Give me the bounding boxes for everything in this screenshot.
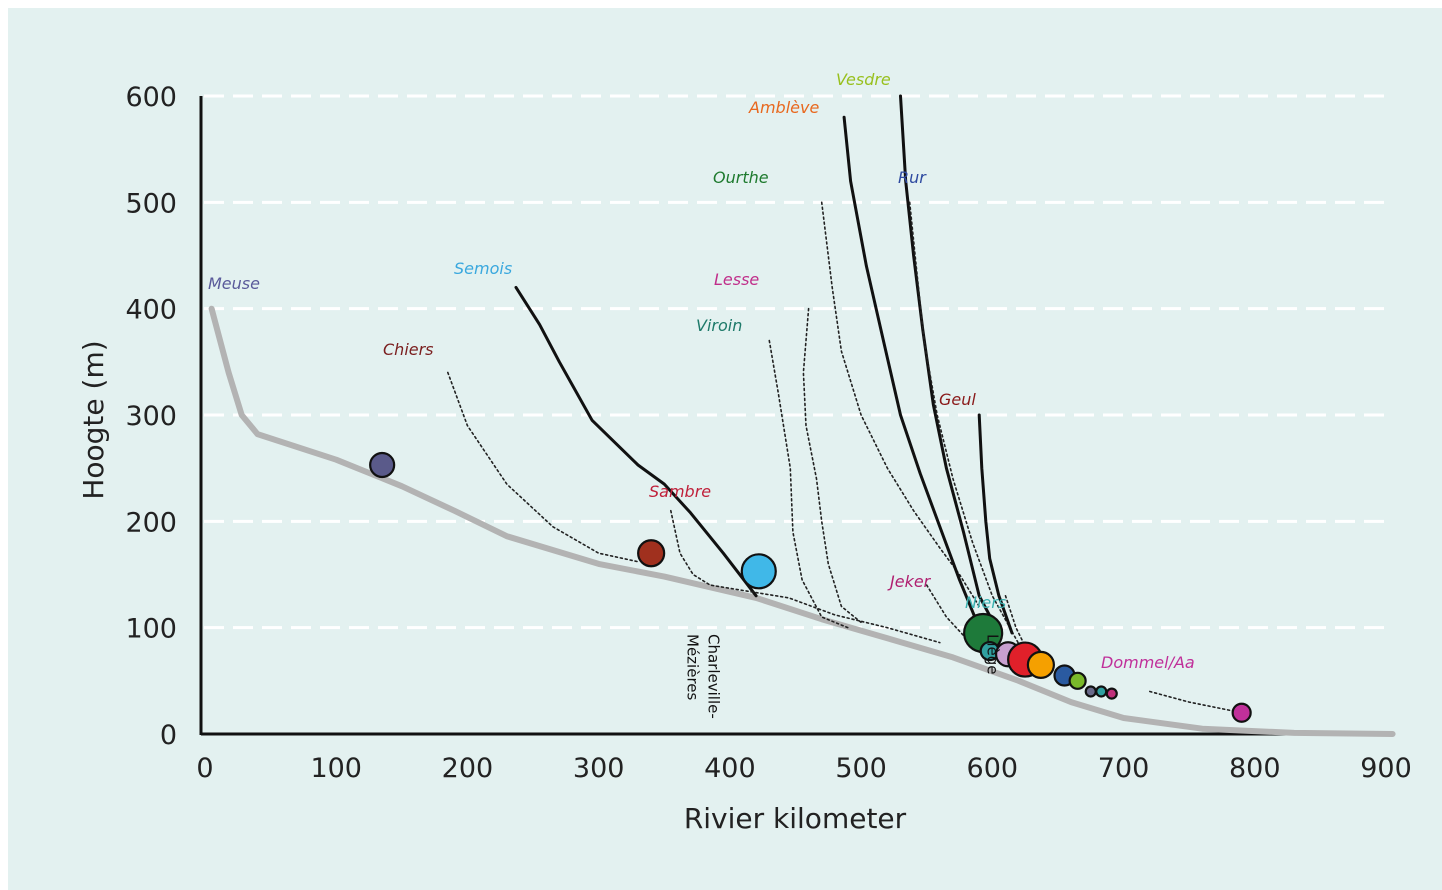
y-tick-label: 400 (125, 295, 177, 326)
label-viroin: Viroin (696, 316, 742, 335)
series-jeker-line (925, 584, 967, 640)
discharge-bubble (1095, 685, 1108, 698)
series-sambre-line (670, 509, 941, 644)
series-geul-line (977, 413, 1014, 635)
x-tick-label: 0 (196, 753, 213, 784)
y-tick-label: 0 (160, 720, 177, 751)
label-sambre: Sambre (649, 482, 711, 501)
label-ambleve: Amblève (748, 98, 819, 117)
x-tick-label: 600 (967, 753, 1019, 784)
annotation-text: Charleville- (705, 634, 723, 719)
discharge-bubble (369, 451, 396, 479)
label-semois: Semois (454, 259, 512, 278)
series-rur-line (908, 201, 1020, 645)
annotation-liege: Liège (983, 634, 1001, 675)
label-rur: Rur (898, 168, 927, 187)
x-tick-label: 900 (1360, 753, 1412, 784)
discharge-bubble (1105, 687, 1118, 700)
x-tick-label: 200 (442, 753, 494, 784)
chart-background (8, 8, 1442, 890)
x-axis-title: Rivier kilometer (684, 802, 907, 835)
label-vesdre: Vesdre (836, 70, 891, 89)
axes (199, 96, 1392, 736)
discharge-bubble (740, 553, 777, 590)
x-tick-label: 400 (704, 753, 756, 784)
annotation-text: Liège (983, 634, 1001, 675)
place-annotations: Charleville-Mézières Liège (684, 634, 1002, 719)
annotation-charleville: Charleville-Mézières (684, 634, 723, 719)
discharge-bubble (1084, 685, 1097, 698)
series-lesse-line (802, 307, 862, 624)
y-tick-label: 100 (125, 614, 177, 645)
discharge-bubble (1068, 671, 1087, 690)
x-tick-label: 700 (1098, 753, 1150, 784)
x-tick-label: 100 (310, 753, 362, 784)
label-chiers: Chiers (383, 340, 434, 359)
label-geul: Geul (939, 390, 976, 409)
series-vesdre-line (899, 94, 1001, 635)
label-jeker: Jeker (887, 572, 932, 591)
label-dommel: Dommel/Aa (1101, 653, 1195, 672)
y-tick-labels: 0 100 200 300 400 500 600 (125, 82, 177, 751)
label-ourthe: Ourthe (713, 168, 769, 187)
label-niers: Niers (965, 593, 1006, 612)
discharge-bubble (1231, 702, 1252, 723)
x-tick-label: 500 (835, 753, 887, 784)
y-tick-label: 600 (125, 82, 177, 113)
grid-lines (204, 94, 1392, 630)
x-tick-labels: 0 100 200 300 400 500 600 700 800 900 (196, 753, 1411, 784)
annotation-text: Mézières (684, 634, 702, 701)
river-labels: Meuse Chiers Semois Sambre Lesse Viroin … (208, 70, 1195, 672)
y-tick-label: 200 (125, 507, 177, 538)
discharge-bubbles (369, 451, 1252, 723)
x-tick-label: 300 (573, 753, 625, 784)
series-chiers-line (447, 371, 639, 563)
series-amblve-line (842, 115, 981, 630)
series-dommelaa-line (1149, 690, 1243, 714)
y-tick-label: 500 (125, 188, 177, 219)
label-lesse: Lesse (714, 270, 759, 289)
discharge-bubble (637, 539, 666, 568)
series-semois-line (514, 285, 758, 598)
y-tick-label: 300 (125, 401, 177, 432)
label-meuse: Meuse (208, 274, 260, 293)
x-tick-label: 800 (1229, 753, 1281, 784)
series-meuse-line (208, 305, 1396, 737)
series-lines (208, 94, 1396, 737)
discharge-bubble (1026, 650, 1055, 679)
series-viroin-line (768, 339, 849, 629)
y-axis-title: Hoogte (m) (77, 340, 110, 499)
series-ourthe-line (820, 201, 980, 608)
